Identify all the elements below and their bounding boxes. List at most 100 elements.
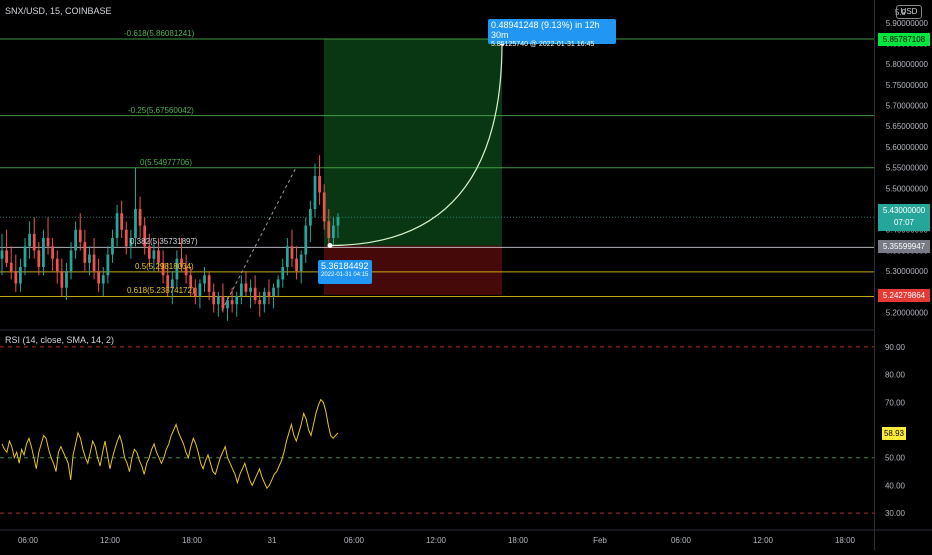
candle-body: [83, 242, 87, 263]
candle-body: [249, 287, 252, 292]
candle-body: [101, 275, 105, 284]
trend-line: [221, 167, 297, 311]
time-tick-label: 06:00: [18, 536, 39, 545]
candle-body: [51, 246, 55, 259]
candle-body: [299, 254, 303, 272]
candle-body: [138, 209, 142, 226]
symbol-title: SNX/USD, 15, COINBASE: [5, 6, 112, 16]
candle-body: [332, 225, 335, 239]
fib-label: 0.618(5.23874172): [127, 286, 195, 296]
candle-body: [230, 300, 234, 305]
price-axis-area: [874, 0, 932, 550]
candle-body: [69, 250, 73, 272]
candle-body: [313, 175, 317, 210]
entry-tooltip[interactable]: 5.36184492 2022-01-31 04:15: [318, 260, 372, 284]
target-tooltip-detail: 5.85125740 @ 2022-01-31 16:45: [491, 41, 595, 48]
price-tick-label: 5.9: [895, 8, 907, 17]
rsi-tick-label: 70.00: [885, 398, 906, 407]
candle-body: [184, 266, 188, 276]
candle-body: [309, 209, 312, 226]
candle-body: [19, 266, 22, 284]
currency-badge[interactable]: USD: [896, 5, 922, 19]
candle-body: [111, 238, 114, 255]
candle-body: [129, 238, 133, 247]
last-price-tag: 5.43000000 07:07: [878, 204, 930, 232]
candle-body: [97, 271, 101, 284]
rsi-tick-label: 90.00: [885, 343, 906, 352]
target-price-tag: 5.85787108: [878, 33, 930, 47]
candle-body: [304, 225, 308, 255]
candle-body: [88, 254, 91, 263]
candle-body: [295, 258, 298, 272]
rsi-tick-label: 30.00: [885, 509, 906, 518]
candle-body: [5, 250, 8, 263]
candle-body: [193, 287, 197, 296]
candle-body: [276, 279, 280, 288]
candle-body: [336, 217, 340, 226]
candle-body: [124, 229, 128, 247]
fib-label: 0(5.54977706): [140, 157, 193, 167]
price-tick-label: 5.90000000: [886, 19, 929, 28]
time-tick-label: 18:00: [835, 536, 856, 545]
candle-body: [226, 300, 229, 309]
candle-body: [55, 258, 59, 272]
candle-body: [318, 175, 321, 193]
time-tick-label: 18:00: [508, 536, 529, 545]
candle-body: [152, 250, 156, 259]
candle-body: [262, 291, 266, 305]
candle-body: [253, 287, 257, 301]
candle-body: [92, 254, 96, 272]
time-tick-label: 31: [268, 536, 277, 545]
candle-body: [244, 283, 248, 292]
candle-body: [157, 250, 160, 263]
candle-body: [14, 271, 18, 284]
candle-body: [23, 246, 27, 267]
fib-label: 0.382(5.35731897): [130, 237, 198, 247]
price-tick-label: 5.55000000: [886, 164, 929, 173]
price-tick-label: 5.50000000: [886, 184, 929, 193]
candle-body: [37, 250, 41, 267]
candle-body: [42, 238, 45, 267]
rsi-line: [1, 398, 339, 490]
candle-body: [166, 275, 170, 288]
candle-body: [212, 291, 216, 305]
rsi-tick-label: 40.00: [885, 481, 906, 490]
candle-body: [143, 225, 147, 247]
candle-body: [0, 250, 4, 259]
rsi-value-tag: 58.93: [882, 426, 906, 440]
candle-body: [235, 295, 239, 305]
candle-body: [272, 287, 275, 296]
fib-label: -0.618(5.86081241): [124, 28, 195, 38]
candle-body: [32, 233, 36, 251]
candle-body: [175, 258, 179, 280]
target-tooltip[interactable]: 0.48941248 (9.13%) in 12h 30m 5.85125740…: [488, 19, 616, 48]
price-tick-label: 5.20000000: [886, 309, 929, 318]
candle-body: [189, 275, 193, 288]
price-tick-label: 5.80000000: [886, 60, 929, 69]
candle-body: [203, 275, 206, 284]
candle-body: [216, 295, 220, 305]
candle-body: [258, 300, 262, 305]
candle-body: [147, 246, 151, 259]
rsi-indicator-title: RSI (14, close, SMA, 14, 2): [5, 335, 115, 345]
candle-body: [281, 266, 285, 280]
price-tick-label: 5.30000000: [886, 267, 929, 276]
last-price-value: 5.43000000: [882, 206, 926, 216]
candle-body: [207, 275, 211, 292]
candle-body: [28, 233, 31, 247]
entry-tooltip-price: 5.36184492: [321, 261, 369, 271]
fib-label: 0.5(5.29818034): [135, 261, 194, 271]
entry-tooltip-time: 2022-01-31 04:15: [321, 272, 369, 278]
entry-point: [327, 243, 333, 249]
candle-body: [327, 221, 331, 239]
candle-body: [180, 258, 183, 267]
candle-body: [290, 246, 294, 259]
time-tick-label: 18:00: [182, 536, 203, 545]
candle-body: [267, 291, 271, 296]
candle-body: [221, 295, 225, 309]
price-tick-label: 5.70000000: [886, 102, 929, 111]
price-tick-label: 5.65000000: [886, 122, 929, 131]
candle-body: [161, 262, 165, 276]
